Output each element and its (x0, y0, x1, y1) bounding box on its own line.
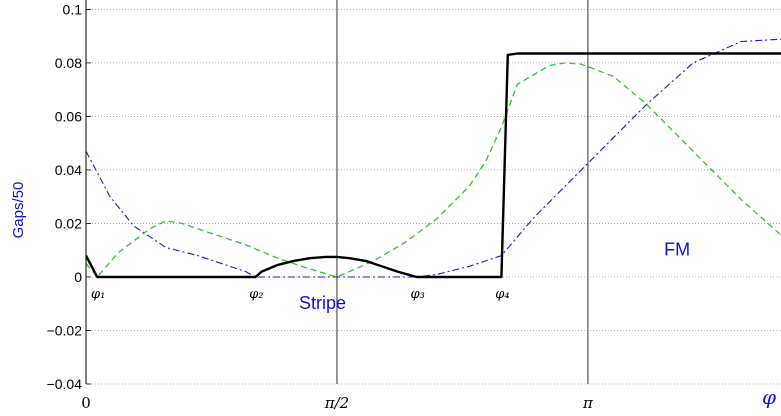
series-line-dashdot (86, 38, 781, 278)
y-tick-label: 0.04 (55, 162, 82, 178)
phase-point-label: φ₄ (495, 287, 509, 302)
region-label-fm: FM (664, 240, 690, 260)
series-line-solid (86, 52, 781, 279)
phase-point-label: φ₃ (411, 287, 425, 302)
region-label-stripe: Stripe (299, 293, 346, 313)
phase-point-label: φ₁ (91, 287, 105, 302)
phase-boundary-lines (336, 0, 589, 384)
y-tick-label: 0.1 (63, 1, 83, 17)
y-tick-label: 0.08 (55, 55, 82, 71)
x-tick-label: 0 (81, 394, 91, 412)
phase-point-label: φ₂ (249, 287, 263, 302)
y-tick-label: 0 (74, 269, 82, 285)
grid-lines (86, 8, 781, 385)
y-tick-label: 0.06 (55, 108, 82, 124)
y-tick-label: 0.02 (55, 215, 82, 231)
x-tick-label: π/2 (324, 394, 349, 412)
x-axis-label: φ (762, 385, 776, 409)
y-tick-label: −0.04 (47, 376, 83, 392)
region-labels: Stripe FM (299, 240, 690, 314)
x-tick-labels: 0 π/2 π (81, 394, 594, 412)
y-tick-labels: 0.1 0.08 0.06 0.04 0.02 0 −0.02 −0.04 (47, 1, 91, 392)
y-tick-label: −0.02 (47, 322, 83, 338)
series-lines (86, 38, 781, 279)
y-axis-label: Gaps/50 (10, 182, 27, 239)
x-tick-label: π (582, 394, 594, 412)
phase-point-labels: φ₁φ₂φ₃φ₄φ₆ (91, 287, 510, 302)
